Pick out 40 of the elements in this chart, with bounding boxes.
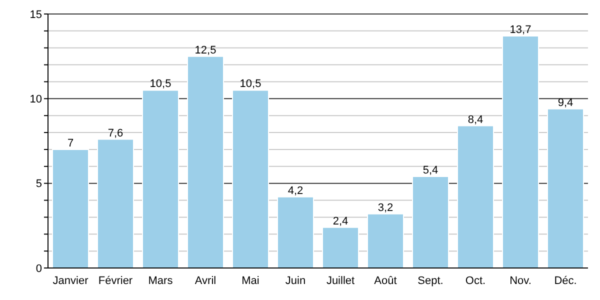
data-label: 4,2	[288, 184, 304, 197]
bar	[547, 108, 584, 268]
x-tick-label: Juillet	[326, 274, 355, 287]
bar	[277, 196, 314, 268]
y-tick-label: 5	[36, 178, 42, 190]
bar	[97, 138, 134, 268]
x-tick-label: Août	[374, 274, 397, 287]
bar	[412, 176, 449, 268]
data-label: 7	[67, 137, 74, 150]
x-tick-label: Déc.	[554, 274, 577, 287]
bar	[232, 90, 269, 268]
data-label: 13,7	[510, 24, 532, 36]
x-tick-label: Mars	[148, 274, 174, 287]
x-tick-label: Sept.	[418, 274, 444, 287]
data-label: 10,5	[240, 78, 262, 90]
bar	[52, 148, 89, 268]
x-tick-label: Février	[98, 274, 133, 287]
data-label: 9,4	[558, 96, 574, 109]
data-label: 10,5	[150, 78, 172, 90]
data-label: 5,4	[422, 164, 438, 177]
data-label: 12,5	[194, 44, 216, 56]
y-tick-label: 15	[30, 8, 42, 21]
x-tick-label: Oct.	[465, 274, 486, 287]
data-label: 3,2	[378, 202, 394, 214]
bar	[457, 125, 494, 268]
x-tick-label: Juin	[285, 274, 306, 287]
x-tick-label: Avril	[194, 274, 216, 287]
bar	[502, 36, 539, 268]
bar	[367, 213, 404, 268]
x-tick-label: Nov.	[510, 274, 532, 287]
data-label: 2,4	[332, 215, 348, 228]
bar	[322, 226, 359, 268]
bar	[142, 90, 179, 268]
data-label: 7,6	[108, 127, 124, 140]
bar	[187, 56, 224, 268]
x-tick-label: Janvier	[52, 274, 89, 287]
y-tick-label: 0	[36, 262, 42, 275]
y-tick-label: 10	[30, 94, 42, 106]
data-label: 8,4	[468, 114, 484, 126]
x-tick-label: Mai	[242, 274, 260, 287]
